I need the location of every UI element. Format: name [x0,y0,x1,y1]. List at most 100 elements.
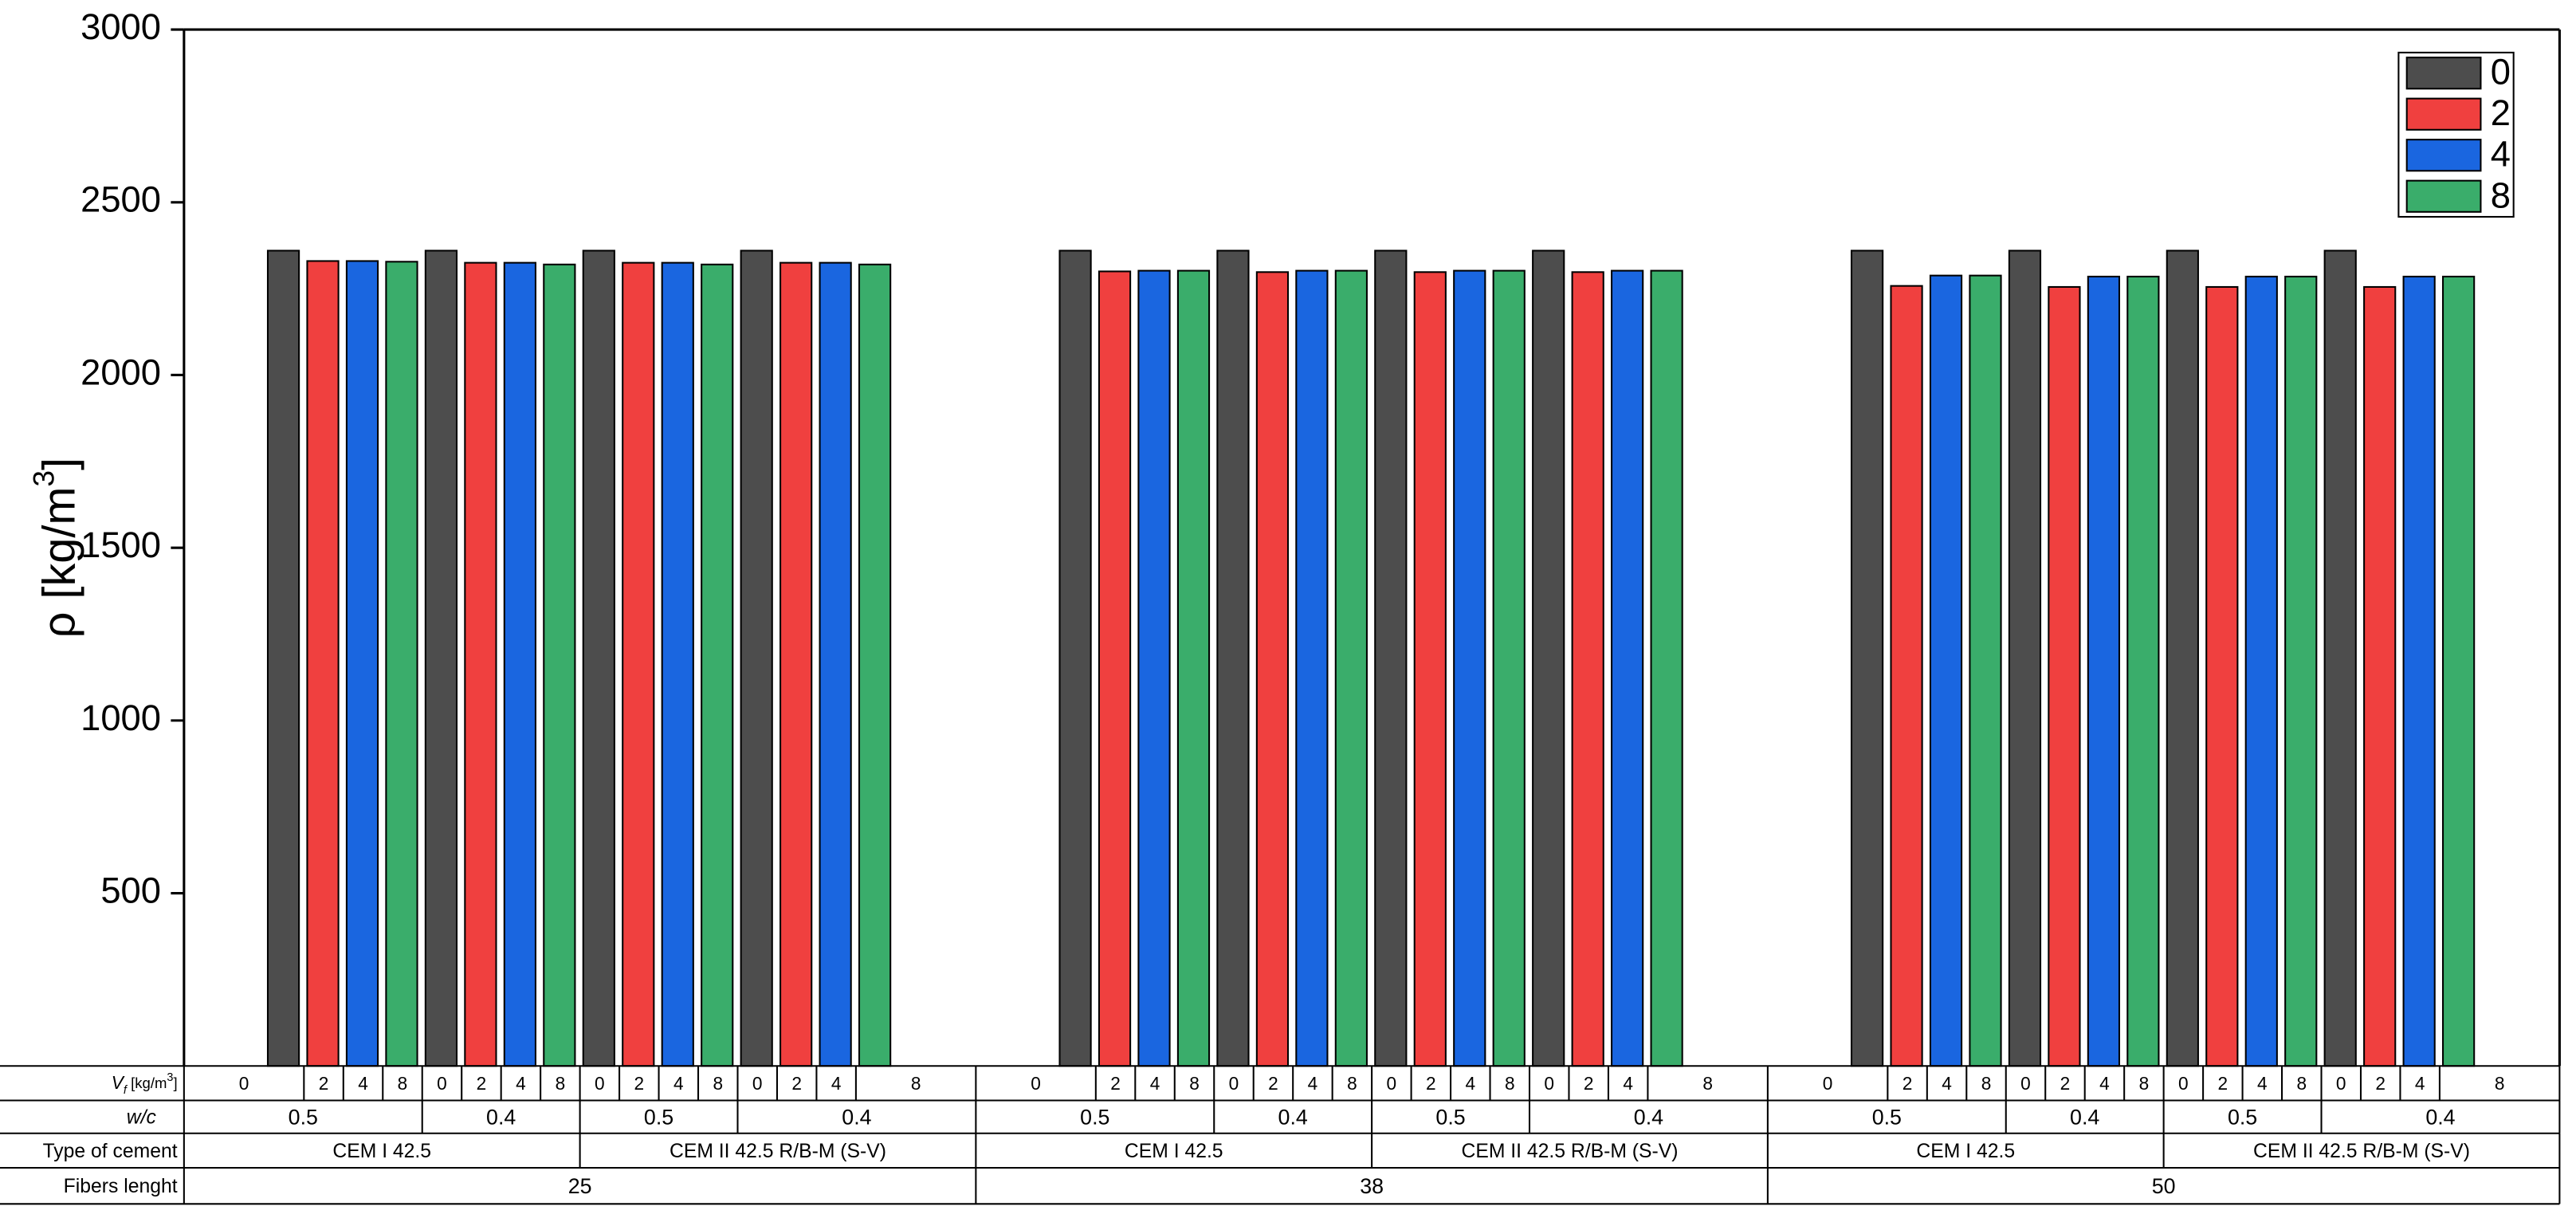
table-cell: 8 [2495,1073,2505,1094]
table-cell: 0.4 [1634,1105,1663,1129]
table-cell: 2 [1268,1073,1278,1094]
table-cell: 0.4 [2070,1105,2099,1129]
bar [2126,275,2160,1067]
table-cell: 8 [1981,1073,1992,1094]
bar [1929,274,1963,1067]
bar [266,250,300,1067]
table-cell: 0 [239,1073,249,1094]
table-cell: CEM I 42.5 [1125,1141,1223,1162]
y-tick-label: 1500 [80,525,161,565]
table-cell: 0.5 [1872,1105,1902,1129]
table-cell: 2 [319,1073,329,1094]
table-cell: 50 [2152,1174,2176,1198]
table-cell: 2 [1584,1073,1594,1094]
table-cell: 4 [831,1073,842,1094]
table-cell: 0.4 [842,1105,871,1129]
table-cell: 2 [477,1073,487,1094]
table-cell: 0 [1229,1073,1239,1094]
legend-label: 0 [2491,52,2511,92]
bar [1098,270,1132,1067]
bar [779,261,813,1067]
bar [2205,285,2239,1067]
row-label-part: V [112,1072,125,1093]
table-cell: 0.5 [1080,1105,1109,1129]
row-label-part: f [124,1084,128,1097]
table-cell: 8 [1189,1073,1200,1094]
table-cell: 0 [2336,1073,2346,1094]
bar [1969,274,2002,1067]
table-cell: 0.4 [486,1105,516,1129]
table-cell: 2 [2218,1073,2228,1094]
bar [740,250,773,1067]
y-axis-label-part: 3 [26,470,60,487]
bar [2048,285,2081,1067]
bar [2166,250,2199,1067]
table-cell: 8 [911,1073,921,1094]
bar [306,260,340,1067]
bar [1334,269,1368,1067]
table-cell: 0 [2178,1073,2189,1094]
bar [1890,285,1923,1067]
bar [2008,250,2042,1067]
table-cell: 8 [1347,1073,1357,1094]
table-cell: 2 [1426,1073,1436,1094]
bar [503,261,536,1067]
table-cell: 8 [2139,1073,2150,1094]
bar [1216,250,1250,1067]
y-axis-label-part: ] [34,458,85,470]
table-cell: 8 [1505,1073,1515,1094]
table-cell: 4 [2099,1073,2110,1094]
bar [661,261,694,1067]
y-axis-label-part: ρ [kg/m [34,487,85,639]
table-cell: 4 [358,1073,368,1094]
table-cell: 0.4 [2425,1105,2455,1129]
table-cell: 25 [568,1174,592,1198]
bar [1492,269,1526,1067]
table-cell: 0 [1544,1073,1554,1094]
row-label-part: 3 [167,1071,173,1084]
bar [1374,250,1408,1067]
bar [1255,271,1290,1067]
y-tick-label: 1000 [80,697,161,738]
bar [2402,275,2436,1067]
bar [424,250,458,1067]
bar [2244,275,2278,1067]
bar [1532,250,1565,1067]
table-cell: 0 [1031,1073,1041,1094]
table-cell: 4 [1150,1073,1160,1094]
bar [582,250,615,1067]
bar [1058,250,1092,1067]
table-row-label: Fibers lenght [64,1176,178,1197]
table-cell: CEM I 42.5 [332,1141,431,1162]
table-cell: 2 [2060,1073,2071,1094]
bar [2323,250,2357,1067]
bar [701,263,734,1067]
bar [858,263,892,1067]
table-cell: 8 [2296,1073,2307,1094]
table-cell: 8 [1702,1073,1713,1094]
row-label-part: [kg/m [127,1075,167,1091]
bar [464,261,497,1067]
legend-swatch [2405,97,2482,131]
bar [622,261,655,1067]
table-cell: 0 [1387,1073,1397,1094]
table-cell: 2 [791,1073,802,1094]
legend-label: 4 [2491,134,2511,175]
table-cell: CEM II 42.5 R/B-M (S-V) [2253,1141,2470,1162]
bar [1453,269,1486,1067]
table-cell: 2 [1903,1073,1913,1094]
table-cell: 4 [1308,1073,1318,1094]
y-tick-label: 2500 [80,179,161,220]
table-cell: 0 [2020,1073,2031,1094]
table-cell: 0 [1823,1073,1833,1094]
legend-swatch [2405,57,2482,90]
table-row-label: w/c [127,1107,157,1129]
bar [1176,269,1211,1067]
legend-swatch [2405,139,2482,172]
table-cell: 8 [713,1073,723,1094]
y-tick-label: 2000 [80,352,161,392]
y-axis-label: ρ [kg/m3] [26,458,84,639]
bar [1413,271,1447,1067]
bar [2363,285,2397,1067]
